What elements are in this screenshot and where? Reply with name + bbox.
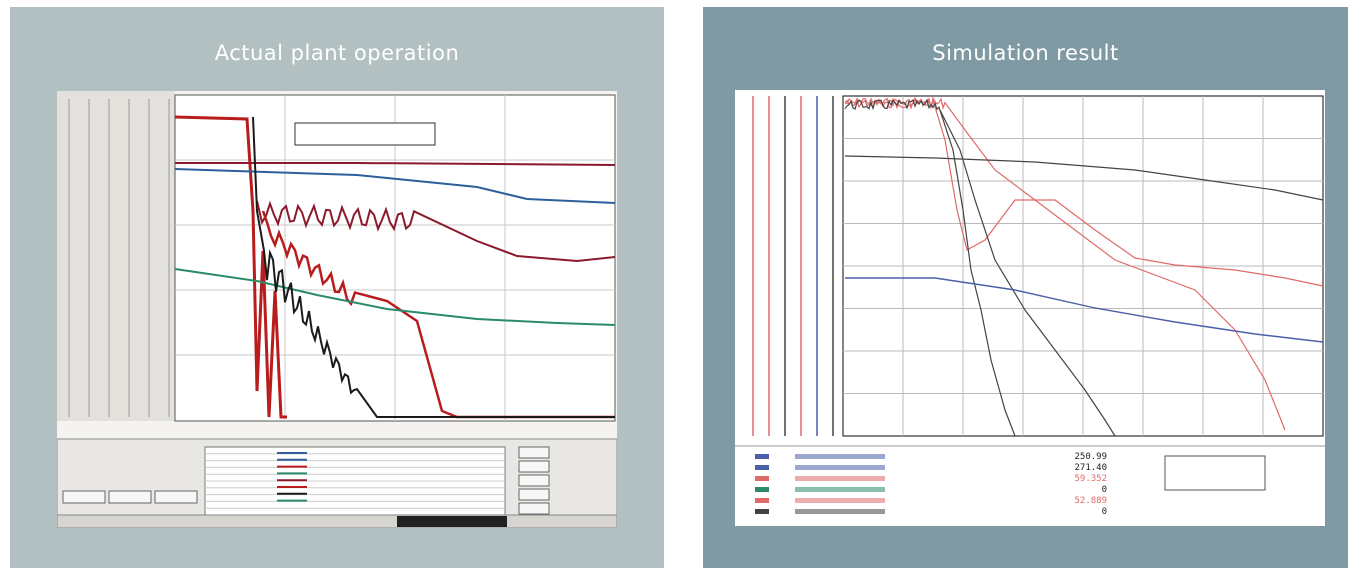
sim-line-blue [845,277,1324,343]
footer-value: 59.352 [1074,474,1107,484]
sim-line-dark-1 [844,98,1016,437]
panel-button [518,488,550,501]
legend-row-label-placeholder [795,498,885,503]
plant-trend-screenshot [57,91,617,528]
legend-row-marker [755,498,769,503]
legend-row-marker [755,509,769,514]
panel-button [518,460,550,473]
trend-line-dark-red [175,162,616,166]
panel-button [518,502,550,515]
panel-title-simulation: Simulation result [932,41,1119,65]
legend-row-label-placeholder [795,476,885,481]
footer-value: 250.99 [1074,452,1107,462]
sim-line-red-lower [844,96,1286,431]
legend-row-label-placeholder [795,454,885,459]
panel-button [518,446,550,459]
trend-line-red [174,115,287,419]
legend-row-marker [755,476,769,481]
sim-line-gray-flat [844,155,1324,201]
legend-row-label-placeholder [795,487,885,492]
legend-row-marker [755,454,769,459]
legend-row-marker [755,465,769,470]
legend-row-label-placeholder [795,509,885,514]
trend-line-green [174,268,616,326]
footer-value: 271.40 [1074,463,1107,473]
sim-line-dark-2 [939,109,1116,437]
legend-row-marker [755,487,769,492]
simulation-trend-printout: 250.99 271.40 59.352 0 52.889 0 [735,90,1325,526]
plant-trend-chart [57,91,617,528]
trend-line-maroon-oscillating [256,200,616,263]
panel-title-actual: Actual plant operation [214,41,460,65]
annotation-box [294,122,436,146]
simulation-result-panel: Simulation result 250.99 271.40 59.352 0 52.… [703,7,1348,568]
trend-line-red-falling [261,210,615,419]
panel-button [108,490,152,504]
legend-row-label-placeholder [795,465,885,470]
scale-strip-area [57,91,175,421]
footer-value: 0 [1102,507,1107,517]
footer-value: 0 [1102,485,1107,495]
footer-info-box [1164,455,1266,491]
status-indicator [397,516,507,527]
panel-button [62,490,106,504]
trend-line-blue [174,168,616,204]
footer-value: 52.889 [1074,496,1107,506]
panel-button [154,490,198,504]
actual-plant-operation-panel: Actual plant operation [10,7,664,568]
trend-line-black [252,116,615,418]
status-bar [57,514,617,528]
panel-button [518,474,550,487]
